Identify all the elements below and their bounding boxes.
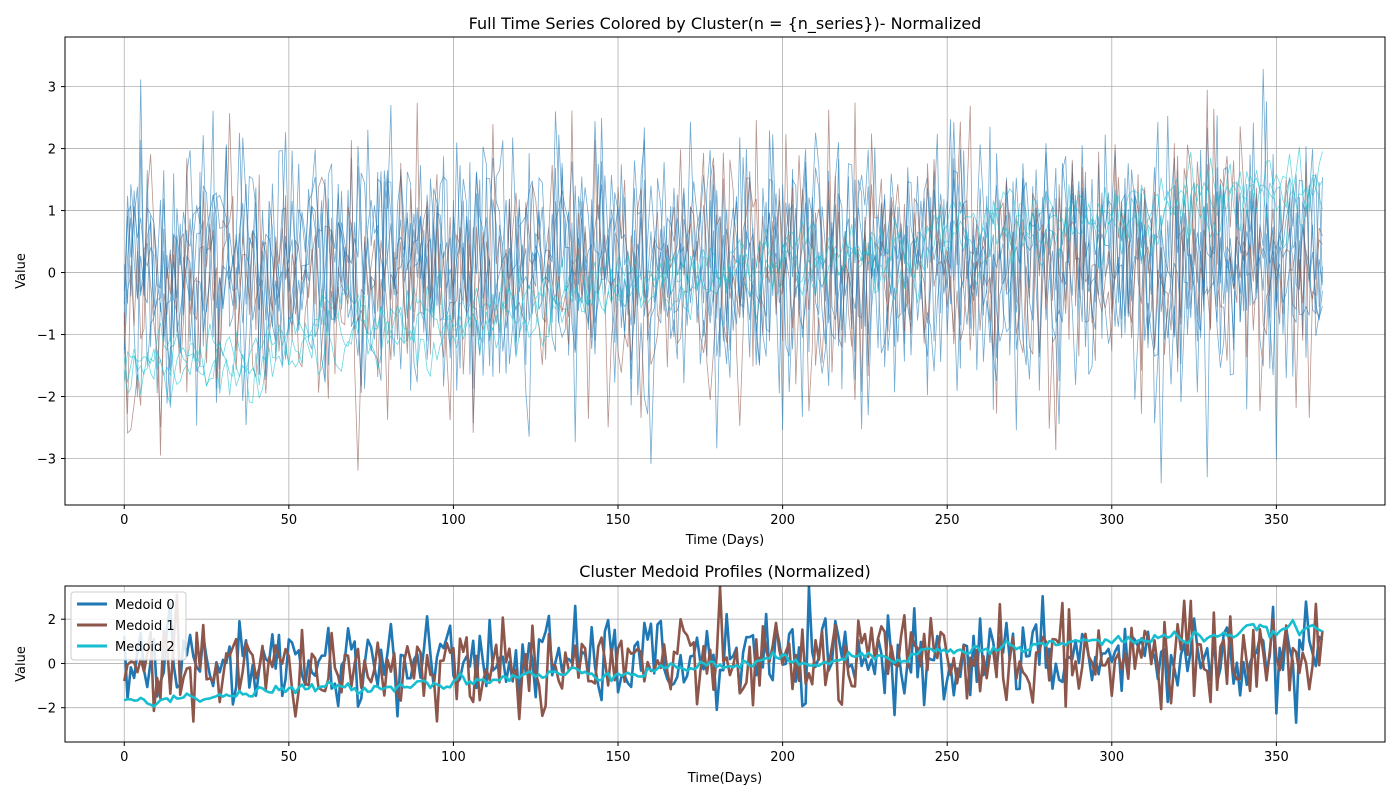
bottom-x-tick-label: 250 (935, 750, 960, 765)
series-line-cluster2 (123, 153, 1323, 396)
top-y-tick-label: 1 (48, 205, 56, 220)
top-x-tick-label: 200 (770, 513, 795, 528)
top-x-ticks: 0 50 100 150 200 250 300 350 (120, 505, 1289, 528)
top-x-axis-label: Time (Days) (685, 533, 765, 548)
bottom-chart-title: Cluster Medoid Profiles (Normalized) (579, 562, 871, 581)
top-y-tick-label: 3 (48, 81, 56, 96)
bottom-x-axis-label: Time(Days) (687, 771, 762, 786)
top-x-tick-label: 300 (1099, 513, 1124, 528)
bottom-chart: Cluster Medoid Profiles (Normalized) 0 50… (14, 562, 1386, 786)
bottom-x-tick-label: 150 (606, 750, 631, 765)
legend-label-medoid-2: Medoid 2 (115, 640, 175, 655)
legend-box (70, 591, 187, 661)
top-plot-frame (64, 36, 1386, 506)
bottom-plot-frame (64, 585, 1386, 743)
top-y-tick-label: 0 (48, 267, 56, 282)
top-y-tick-label: −3 (37, 453, 56, 468)
legend-entry-medoid-2: Medoid 2 (77, 640, 175, 655)
medoid-line-1 (122, 586, 1324, 723)
bottom-x-tick-label: 50 (281, 750, 298, 765)
bottom-x-tick-label: 100 (441, 750, 466, 765)
top-y-tick-label: −1 (37, 329, 56, 344)
legend-entry-medoid-1: Medoid 1 (77, 619, 175, 634)
top-x-tick-label: 250 (935, 513, 960, 528)
top-chart: Full Time Series Colored by Cluster(n = … (14, 14, 1386, 548)
series-line-cluster0 (123, 104, 1323, 465)
bottom-y-tick-label: −2 (37, 702, 56, 717)
medoid-line-2 (123, 618, 1324, 708)
bottom-x-tick-label: 350 (1264, 750, 1289, 765)
bottom-series (122, 586, 1324, 725)
top-y-ticks: −3 −2 −1 0 1 2 3 (37, 81, 65, 468)
top-x-tick-label: 50 (281, 513, 298, 528)
bottom-x-tick-label: 200 (770, 750, 795, 765)
bottom-x-tick-label: 300 (1099, 750, 1124, 765)
series-line-cluster2 (123, 151, 1323, 405)
bottom-y-axis-label: Value (14, 646, 29, 682)
legend-label-medoid-1: Medoid 1 (115, 619, 175, 634)
top-x-tick-label: 100 (441, 513, 466, 528)
medoid-line-0 (122, 586, 1324, 725)
top-y-tick-label: −2 (37, 391, 56, 406)
top-y-axis-label: Value (14, 253, 29, 289)
legend: Medoid 0 Medoid 1 Medoid 2 (70, 591, 187, 661)
legend-label-medoid-0: Medoid 0 (115, 598, 175, 613)
bottom-y-tick-label: 0 (48, 657, 56, 672)
top-series (123, 68, 1323, 484)
bottom-x-tick-label: 0 (120, 750, 128, 765)
legend-entry-medoid-0: Medoid 0 (77, 598, 175, 613)
top-x-tick-label: 350 (1264, 513, 1289, 528)
top-x-tick-label: 150 (606, 513, 631, 528)
bottom-x-ticks: 0 50 100 150 200 250 300 350 (120, 742, 1289, 765)
top-x-tick-label: 0 (120, 513, 128, 528)
bottom-y-ticks: −2 0 2 (37, 613, 65, 717)
top-chart-title: Full Time Series Colored by Cluster(n = … (469, 14, 982, 34)
series-line-cluster0 (123, 101, 1323, 478)
bottom-y-tick-label: 2 (48, 613, 56, 628)
top-y-tick-label: 2 (48, 143, 56, 158)
